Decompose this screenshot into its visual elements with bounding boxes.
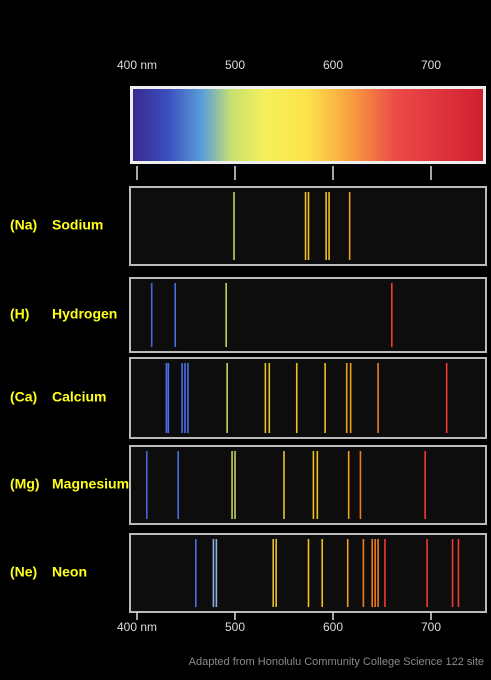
tick-label: 400 nm (117, 620, 157, 634)
element-symbol: (Ca) (10, 389, 37, 405)
element-name: Sodium (52, 217, 103, 233)
tick-label: 600 (323, 620, 343, 634)
figure: Adapted from Honolulu Community College … (0, 0, 491, 680)
tick-label: 700 (421, 58, 441, 72)
element-name: Magnesium (52, 476, 129, 492)
tick-label: 500 (225, 58, 245, 72)
credit: Adapted from Honolulu Community College … (189, 656, 484, 668)
tick-label: 600 (323, 58, 343, 72)
element-symbol: (Ne) (10, 564, 37, 580)
element-symbol: (Na) (10, 217, 37, 233)
element-symbol: (Mg) (10, 476, 40, 492)
continuous-spectrum (133, 89, 483, 161)
spectrum-panel (130, 358, 486, 438)
element-name: Neon (52, 564, 87, 580)
element-name: Hydrogen (52, 306, 117, 322)
element-name: Calcium (52, 389, 106, 405)
tick-label: 700 (421, 620, 441, 634)
element-symbol: (H) (10, 306, 29, 322)
spectrum-panel (130, 278, 486, 352)
spectrum-panel (130, 446, 486, 524)
tick-label: 400 nm (117, 58, 157, 72)
tick-label: 500 (225, 620, 245, 634)
